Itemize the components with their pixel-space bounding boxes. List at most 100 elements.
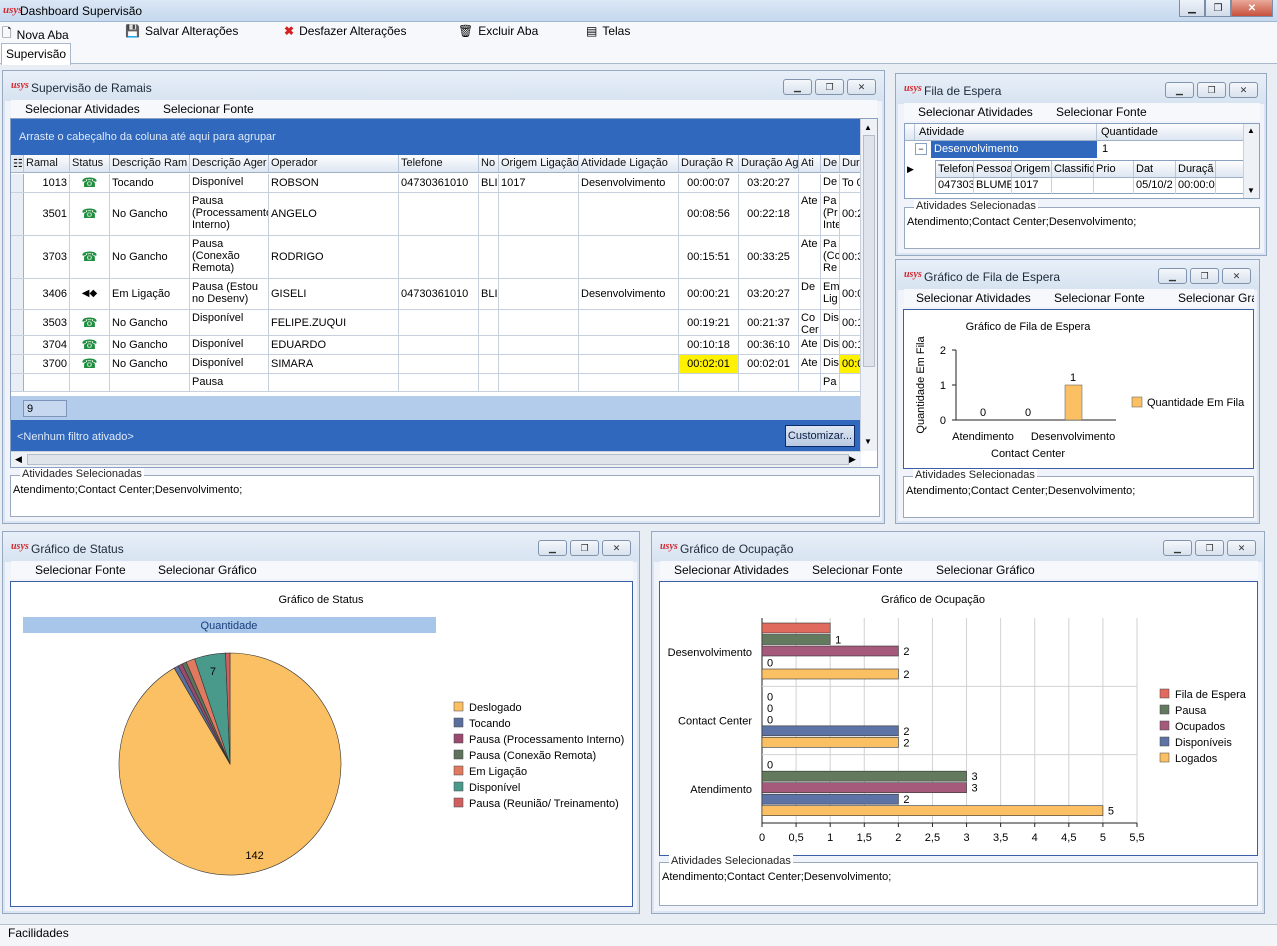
subcol-2[interactable]: Origem	[1014, 161, 1052, 177]
group-row[interactable]: Desenvolvimento	[931, 141, 1097, 158]
table-row[interactable]: 1013 ☎ Tocando Disponível ROBSON 04730361010 B…	[11, 174, 861, 193]
cell-dur	[840, 374, 861, 391]
close-button[interactable]: ✕	[602, 540, 631, 556]
subcol-1[interactable]: Pessoa	[976, 161, 1012, 177]
table-row[interactable]: 3503 ☎ No Gancho Disponível FELIPE.ZUQUI 00:1…	[11, 310, 861, 336]
row-selector[interactable]	[11, 174, 24, 192]
close-button[interactable]: ✕	[1222, 268, 1251, 284]
maximize-button[interactable]: ❐	[1190, 268, 1219, 284]
close-button[interactable]: ✕	[1231, 0, 1273, 17]
menu-select-source[interactable]: Selecionar Fonte	[1054, 291, 1145, 305]
row-selector[interactable]	[11, 279, 24, 309]
minimize-button[interactable]: ▁	[538, 540, 567, 556]
row-count: 9	[23, 400, 67, 417]
subcol-0[interactable]: Telefon	[938, 161, 974, 177]
minimize-button[interactable]: ▁	[783, 79, 812, 95]
table-row[interactable]: 3703 ☎ No Gancho Pausa (Conexão Remota) RODR…	[11, 236, 861, 279]
col-descricao-ramal[interactable]: Descrição Ram	[110, 155, 190, 172]
col-telefone[interactable]: Telefone	[399, 155, 479, 172]
close-button[interactable]: ✕	[1227, 540, 1256, 556]
column-chooser-icon[interactable]: ☷	[11, 155, 24, 172]
close-button[interactable]: ✕	[847, 79, 876, 95]
menu-select-activities[interactable]: Selecionar Atividades	[918, 105, 1033, 119]
col-duracao-r[interactable]: Duração R	[679, 155, 739, 172]
menu-select-chart[interactable]: Selecionar Gráfico	[936, 563, 1035, 577]
maximize-button[interactable]: ❐	[1195, 540, 1224, 556]
cell-desc_agente: Pausa	[190, 374, 269, 391]
tab-supervisao[interactable]: Supervisão	[1, 43, 72, 65]
col-origem[interactable]: Origem Ligação	[499, 155, 579, 172]
bar	[761, 793, 899, 805]
maximize-button[interactable]: ❐	[815, 79, 844, 95]
undo-changes-button[interactable]: ✖ Desfazer Alterações	[284, 24, 406, 38]
col-duracao-ag[interactable]: Duração Ag	[739, 155, 799, 172]
table-row[interactable]: 3704 ☎ No Gancho Disponível EDUARDO 00:10:18 0…	[11, 336, 861, 355]
ramais-selected-activities: Atividades Selecionadas Atendimento;Cont…	[10, 468, 880, 517]
row-selector[interactable]	[11, 374, 24, 391]
col-ramal[interactable]: Ramal	[24, 155, 70, 172]
table-row[interactable]: 3700 ☎ No Gancho Disponível SIMARA 00:02:01 00…	[11, 355, 861, 374]
customize-button[interactable]: Customizar...	[785, 425, 855, 447]
menu-select-activities[interactable]: Selecionar Atividades	[916, 291, 1031, 305]
table-row[interactable]: 3406 ◀◆ Em Ligação Pausa (Estou no Desenv) G…	[11, 279, 861, 310]
menu-select-source[interactable]: Selecionar Fonte	[35, 563, 126, 577]
menu-select-chart[interactable]: Selecionar Gráfi	[1178, 291, 1254, 305]
col-descricao-agente[interactable]: Descrição Ager	[190, 155, 269, 172]
row-selector[interactable]	[11, 310, 24, 335]
delete-tab-button[interactable]: 🗑 Excluir Aba	[458, 24, 538, 38]
col-atividade[interactable]: Atividade Ligação	[579, 155, 679, 172]
minimize-button[interactable]: ▁	[1158, 268, 1187, 284]
bar-value-label: 0	[767, 658, 773, 670]
vertical-scrollbar[interactable]: ▲ ▼	[860, 119, 877, 451]
selected-activities-label: Atividades Selecionadas	[914, 200, 1038, 212]
col-de[interactable]: De	[821, 155, 840, 172]
cell-dur_r: 00:00:07	[679, 174, 739, 192]
chart-title: Gráfico de Status	[279, 594, 364, 606]
menu-select-chart[interactable]: Selecionar Gráfico	[158, 563, 257, 577]
maximize-button[interactable]: ❐	[570, 540, 599, 556]
x-tick-label: 5	[1100, 832, 1106, 844]
minimize-button[interactable]: ▁	[1165, 82, 1194, 98]
row-selector[interactable]	[11, 355, 24, 373]
subcol-3[interactable]: Classific	[1054, 161, 1094, 177]
col-ati[interactable]: Ati	[799, 155, 821, 172]
y-tick-label: Atendimento	[690, 784, 752, 796]
legend-label: Ocupados	[1175, 721, 1226, 733]
new-tab-button[interactable]: 🗋 Nova Aba	[2, 24, 69, 45]
chart-status: Gráfico de Status Quantidade 142 7 Deslogado…	[23, 594, 624, 876]
menu-select-source[interactable]: Selecionar Fonte	[163, 102, 254, 116]
collapse-toggle[interactable]: −	[915, 143, 927, 155]
group-by-area[interactable]: Arraste o cabeçalho da coluna até aqui p…	[11, 119, 861, 155]
close-button[interactable]: ✕	[1229, 82, 1258, 98]
phone-icon: ☎	[70, 174, 110, 192]
subcol-4[interactable]: Prio	[1094, 161, 1134, 177]
col-atividade[interactable]: Atividade	[915, 124, 1097, 140]
subcol-5[interactable]: Dat	[1134, 161, 1176, 177]
vertical-scrollbar[interactable]: ▲ ▼	[1243, 124, 1259, 198]
row-selector[interactable]	[11, 336, 24, 354]
minimize-button[interactable]: ▁	[1179, 0, 1205, 17]
menu-select-activities[interactable]: Selecionar Atividades	[25, 102, 140, 116]
maximize-button[interactable]: ❐	[1197, 82, 1226, 98]
maximize-button[interactable]: ❐	[1205, 0, 1231, 17]
horizontal-scrollbar[interactable]: ◀ ▶	[11, 451, 861, 467]
col-no[interactable]: No	[479, 155, 499, 172]
menu-select-activities[interactable]: Selecionar Atividades	[674, 563, 789, 577]
col-operador[interactable]: Operador	[269, 155, 399, 172]
subcol-6[interactable]: Duraçã	[1176, 161, 1216, 177]
minimize-button[interactable]: ▁	[1163, 540, 1192, 556]
row-selector[interactable]	[11, 236, 24, 278]
red-x-icon: ✖	[284, 24, 295, 38]
col-dur[interactable]: Dur	[840, 155, 861, 172]
col-quantidade[interactable]: Quantidade	[1101, 126, 1158, 138]
menu-select-source[interactable]: Selecionar Fonte	[812, 563, 903, 577]
col-status[interactable]: Status	[70, 155, 110, 172]
grafico-ocupacao-panel: usys Gráfico de Ocupação ▁ ❐ ✕ Selecionar …	[651, 531, 1265, 914]
menu-select-source[interactable]: Selecionar Fonte	[1056, 105, 1147, 119]
save-changes-button[interactable]: 💾 Salvar Alterações	[125, 24, 238, 38]
table-row[interactable]: 3501 ☎ No Gancho Pausa (Processamento Inter…	[11, 193, 861, 236]
screens-button[interactable]: ▤ Telas	[586, 24, 630, 38]
undo-label: Desfazer Alterações	[299, 24, 407, 38]
table-row[interactable]: Pausa Pa	[11, 374, 861, 392]
row-selector[interactable]	[11, 193, 24, 235]
